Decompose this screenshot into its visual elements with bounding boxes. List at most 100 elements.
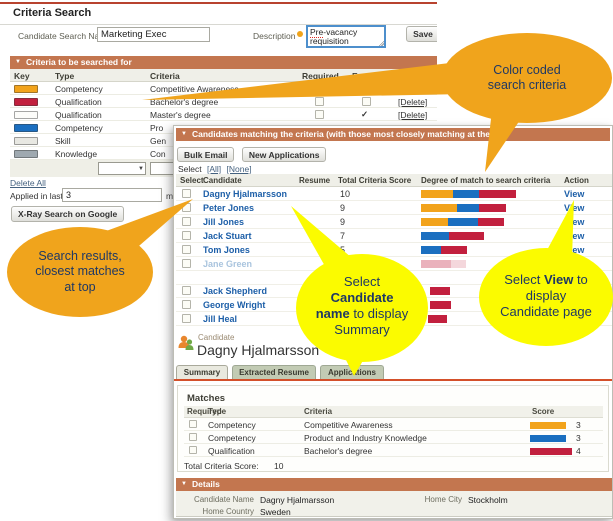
required-checkbox[interactable] [189, 420, 197, 428]
select-checkbox[interactable] [182, 245, 191, 254]
select-checkbox[interactable] [182, 259, 191, 268]
tab-summary[interactable]: Summary [176, 365, 228, 379]
description-textarea[interactable]: Pre-vacancy requisition [306, 25, 386, 48]
match-type: Qualification [208, 446, 255, 456]
details-body: Candidate Name Dagny Hjalmarsson Home Ci… [176, 491, 612, 517]
home-country-label: Home Country [202, 507, 254, 516]
details-section-header[interactable]: ▼ Details [176, 478, 612, 491]
tab-applications[interactable]: Applications [320, 365, 384, 379]
select-checkbox[interactable] [182, 286, 191, 295]
resize-grip-icon[interactable] [378, 40, 384, 46]
column-header-exclude: Exclude [352, 71, 385, 81]
candidate-row: George Wright [176, 298, 612, 312]
save-button[interactable]: Save [406, 26, 437, 42]
exclude-checkbox[interactable] [362, 97, 371, 106]
criteria-text: Gen [150, 136, 167, 146]
select-all-link[interactable]: [All] [207, 164, 222, 174]
new-applications-button[interactable]: New Applications [241, 147, 327, 162]
exclude-checkmark[interactable]: ✓ [361, 109, 369, 119]
match-bar [421, 260, 466, 268]
candidate-name-label: Candidate Name [193, 495, 254, 504]
collapse-triangle-icon: ▼ [15, 59, 21, 65]
callout-bubble-color-coded [442, 33, 612, 123]
column-header-required: Required [302, 71, 339, 81]
match-bar [421, 301, 451, 309]
select-checkbox[interactable] [182, 189, 191, 198]
column-header-resume: Resume [299, 176, 331, 185]
view-link[interactable]: View [564, 245, 585, 255]
required-checkbox[interactable] [189, 446, 197, 454]
candidate-name-link[interactable]: Jack Stuart [203, 231, 252, 241]
view-link[interactable]: View [564, 203, 585, 213]
matches-title: Matches [187, 393, 226, 404]
required-checkbox[interactable] [315, 97, 324, 106]
delete-link[interactable]: [Delete] [398, 97, 428, 107]
match-criteria: Product and Industry Knowledge [304, 433, 427, 443]
exclude-checkbox[interactable] [362, 84, 371, 93]
callout-bubble-search-results [7, 227, 153, 317]
type-select[interactable]: ▼ [98, 162, 146, 175]
candidate-row: Jill Jones 9 View [176, 215, 612, 229]
total-criteria-score: 9 [340, 217, 346, 227]
candidate-name-link[interactable]: George Wright [203, 300, 266, 310]
select-checkbox[interactable] [182, 203, 191, 212]
candidates-table-header: Select Candidate Resume Total Criteria S… [176, 174, 612, 187]
criteria-text: Bachelor's degree [150, 97, 219, 107]
view-link[interactable]: View [564, 231, 585, 241]
bulk-email-button[interactable]: Bulk Email [177, 147, 235, 162]
column-header-candidate: Candidate [203, 176, 242, 185]
required-checkbox[interactable] [315, 84, 324, 93]
candidate-name-link[interactable]: Jack Shepherd [203, 286, 268, 296]
delete-all-link[interactable]: Delete All [10, 178, 46, 188]
candidate-row: Peter Jones 9 View [176, 201, 612, 215]
criteria-section-header[interactable]: ▼ Criteria to be searched for [10, 56, 437, 69]
candidate-name-link[interactable]: Peter Jones [203, 203, 255, 213]
candidate-name-link[interactable]: Tom Jones [203, 245, 250, 255]
select-checkbox[interactable] [182, 300, 191, 309]
match-bar [421, 287, 450, 295]
tab-extracted-resume[interactable]: Extracted Resume [232, 365, 316, 379]
criteria-type: Qualification [55, 110, 102, 120]
chevron-down-icon: ▼ [138, 166, 144, 172]
candidate-name-link[interactable]: Jill Jones [203, 217, 245, 227]
view-link[interactable]: View [564, 189, 585, 199]
delete-link[interactable]: [Delete] [398, 84, 428, 94]
criteria-section-title: Criteria to be searched for [26, 57, 132, 67]
candidate-row: Jane Green [176, 257, 612, 271]
criteria-text: Master's degree [150, 110, 211, 120]
candidate-entity-label: Candidate [198, 333, 235, 342]
total-criteria-score-value: 10 [274, 461, 284, 471]
match-type: Competency [208, 420, 256, 430]
description-value-rest: -vacancy requisition [310, 27, 358, 47]
xray-search-button[interactable]: X-Ray Search on Google [11, 206, 125, 222]
total-criteria-score: 7 [340, 231, 346, 241]
criteria-row: Qualification Bachelor's degree [Delete] [10, 95, 437, 108]
required-checkbox[interactable] [315, 110, 324, 119]
applied-in-last-input[interactable]: 3 [62, 188, 162, 202]
match-type: Competency [208, 433, 256, 443]
select-checkbox[interactable] [182, 217, 191, 226]
candidate-search-name-input[interactable]: Marketing Exec [97, 27, 210, 42]
criteria-type: Skill [55, 136, 71, 146]
info-icon [297, 31, 303, 37]
total-criteria-score: 10 [340, 189, 351, 199]
column-header-criteria: Criteria [304, 407, 333, 416]
required-checkbox[interactable] [189, 433, 197, 441]
score-value: 3 [576, 420, 581, 430]
candidate-name-link[interactable]: Jane Green [203, 259, 253, 269]
candidate-name-link[interactable]: Dagny Hjalmarsson [203, 189, 288, 199]
candidates-section-header[interactable]: ▼ Candidates matching the criteria (with… [176, 128, 610, 141]
select-checkbox[interactable] [182, 231, 191, 240]
view-link[interactable]: View [564, 217, 585, 227]
key-color-swatch [14, 98, 38, 106]
select-label: Select [178, 164, 202, 174]
match-criteria: Competitive Awareness [304, 420, 393, 430]
select-none-link[interactable]: [None] [226, 164, 252, 174]
match-bar [421, 204, 506, 212]
match-bar [421, 190, 516, 198]
match-bar [421, 218, 504, 226]
delete-link[interactable]: [Delete] [398, 110, 428, 120]
select-checkbox[interactable] [182, 314, 191, 323]
candidate-name-link[interactable]: Jill Heal [203, 314, 238, 324]
applied-suffix-label: m [166, 191, 174, 201]
